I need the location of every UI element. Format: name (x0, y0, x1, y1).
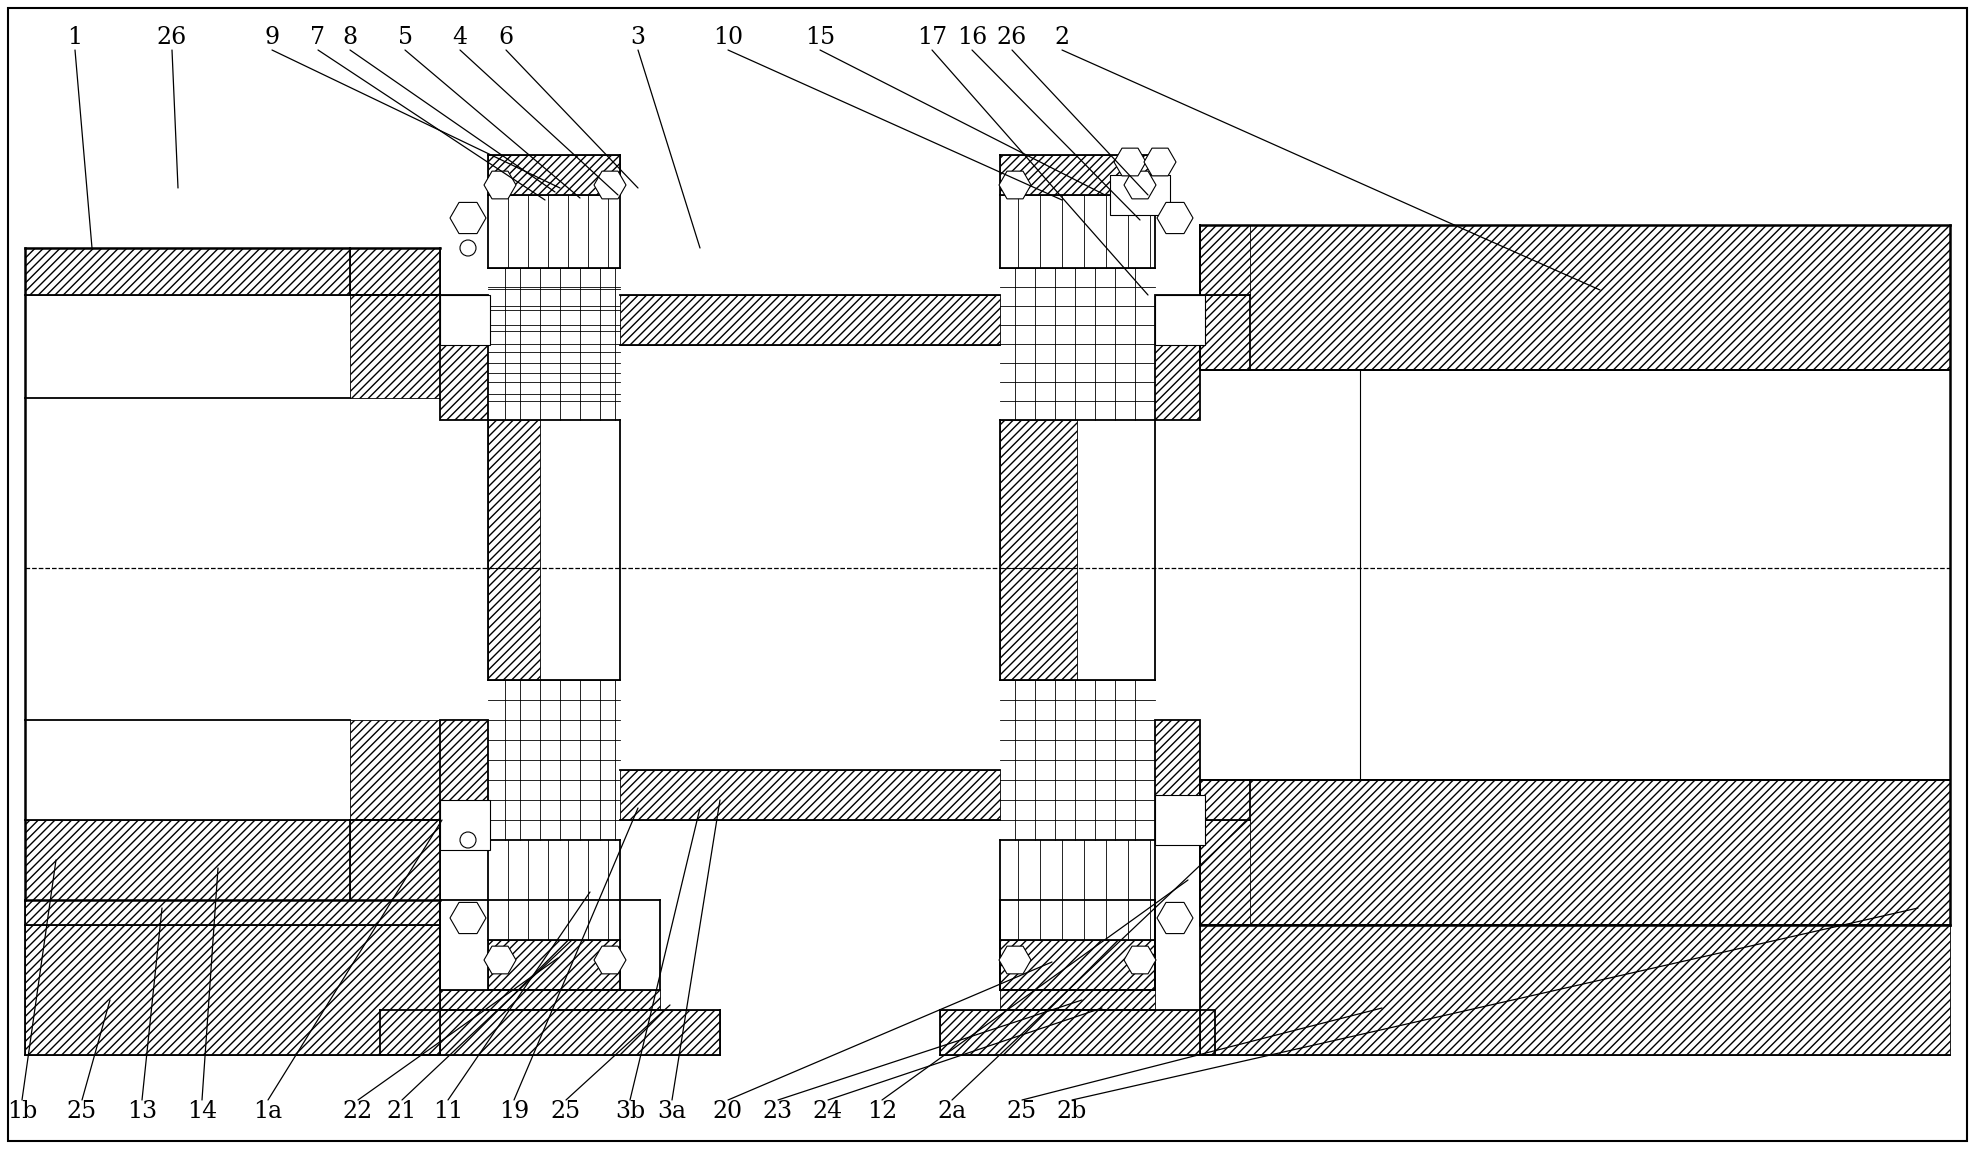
Polygon shape (450, 202, 486, 233)
Polygon shape (1201, 925, 1949, 1055)
Polygon shape (350, 820, 440, 900)
Polygon shape (26, 900, 440, 925)
Text: 5: 5 (397, 26, 413, 49)
Polygon shape (26, 925, 440, 1055)
Text: 8: 8 (342, 26, 357, 49)
Text: 3: 3 (630, 26, 646, 49)
Bar (440, 800, 490, 850)
Text: 19: 19 (500, 1101, 529, 1124)
Polygon shape (1124, 171, 1155, 199)
Polygon shape (594, 171, 626, 199)
Text: 2a: 2a (938, 1101, 966, 1124)
Polygon shape (999, 155, 1155, 195)
Text: 23: 23 (762, 1101, 794, 1124)
Text: 15: 15 (806, 26, 835, 49)
Text: 1b: 1b (6, 1101, 38, 1124)
Polygon shape (1157, 902, 1193, 934)
Polygon shape (594, 946, 626, 974)
Polygon shape (350, 295, 440, 398)
Bar (1155, 295, 1205, 345)
Polygon shape (1201, 225, 1250, 295)
Polygon shape (1124, 946, 1155, 974)
Text: 10: 10 (713, 26, 743, 49)
Polygon shape (1201, 780, 1949, 925)
Polygon shape (999, 171, 1031, 199)
Polygon shape (1201, 820, 1250, 925)
Text: 21: 21 (387, 1101, 417, 1124)
Text: 25: 25 (67, 1101, 97, 1124)
Text: 24: 24 (814, 1101, 843, 1124)
Polygon shape (350, 720, 440, 820)
Text: 16: 16 (956, 26, 988, 49)
Polygon shape (440, 295, 488, 421)
Polygon shape (379, 1010, 721, 1055)
Polygon shape (484, 946, 515, 974)
Polygon shape (999, 990, 1155, 1010)
Text: 17: 17 (916, 26, 948, 49)
Polygon shape (26, 820, 440, 900)
Polygon shape (620, 770, 999, 820)
Polygon shape (350, 248, 440, 295)
Polygon shape (940, 1010, 1215, 1055)
Text: 3b: 3b (614, 1101, 646, 1124)
Polygon shape (488, 155, 620, 195)
Polygon shape (1201, 225, 1949, 370)
Polygon shape (1155, 720, 1201, 840)
Polygon shape (488, 568, 539, 680)
Text: 20: 20 (713, 1101, 743, 1124)
Text: 13: 13 (126, 1101, 158, 1124)
Bar (1155, 795, 1205, 845)
Polygon shape (488, 940, 620, 990)
Text: 1: 1 (67, 26, 83, 49)
Polygon shape (999, 568, 1076, 680)
Polygon shape (999, 940, 1155, 990)
Text: 7: 7 (310, 26, 326, 49)
Text: 4: 4 (452, 26, 468, 49)
Polygon shape (450, 902, 486, 934)
Text: 25: 25 (1007, 1101, 1037, 1124)
Polygon shape (1144, 148, 1175, 176)
Polygon shape (488, 421, 539, 568)
Bar (1110, 175, 1169, 215)
Text: 14: 14 (188, 1101, 217, 1124)
Text: 2b: 2b (1057, 1101, 1086, 1124)
Polygon shape (440, 990, 660, 1010)
Bar (440, 295, 490, 345)
Polygon shape (26, 248, 440, 295)
Text: 22: 22 (344, 1101, 373, 1124)
Text: 11: 11 (433, 1101, 462, 1124)
Text: 25: 25 (551, 1101, 581, 1124)
Text: 26: 26 (997, 26, 1027, 49)
Polygon shape (1114, 148, 1146, 176)
Polygon shape (440, 720, 488, 840)
Text: 3a: 3a (658, 1101, 687, 1124)
Text: 1a: 1a (253, 1101, 282, 1124)
Text: 26: 26 (156, 26, 188, 49)
Polygon shape (620, 295, 999, 345)
Polygon shape (999, 946, 1031, 974)
Polygon shape (1155, 295, 1201, 421)
Polygon shape (1110, 175, 1169, 195)
Polygon shape (999, 421, 1076, 568)
Text: 2: 2 (1055, 26, 1070, 49)
Polygon shape (1157, 202, 1193, 233)
Polygon shape (484, 171, 515, 199)
Text: 12: 12 (867, 1101, 897, 1124)
Text: 9: 9 (265, 26, 280, 49)
Text: 6: 6 (498, 26, 514, 49)
